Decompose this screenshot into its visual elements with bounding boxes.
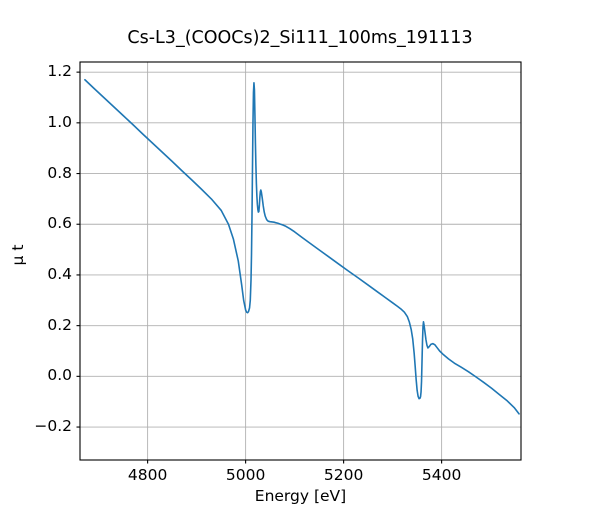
chart-title: Cs-L3_(COOCs)2_Si111_100ms_191113 bbox=[127, 28, 473, 48]
x-tick-label: 5200 bbox=[323, 466, 364, 484]
y-tick-label: 1.2 bbox=[47, 62, 72, 81]
x-gridlines bbox=[147, 62, 443, 460]
y-axis-label: μ t bbox=[9, 244, 27, 266]
axis-ticks bbox=[76, 71, 443, 464]
y-tick-label: 0.6 bbox=[47, 214, 72, 233]
x-tick-label: 5400 bbox=[421, 466, 462, 484]
plot-border bbox=[79, 61, 522, 461]
x-tick-label: 5000 bbox=[225, 466, 266, 484]
x-axis-label: Energy [eV] bbox=[254, 487, 347, 505]
x-tick-label: 4800 bbox=[127, 466, 168, 484]
plot-background bbox=[80, 62, 521, 460]
y-gridlines bbox=[80, 71, 521, 428]
data-series-group bbox=[84, 78, 520, 415]
y-tick-label: 1.0 bbox=[47, 112, 72, 131]
y-tick-label: 0.2 bbox=[47, 315, 72, 334]
y-tick-label: 0.4 bbox=[47, 264, 72, 283]
y-tick-label: 0.0 bbox=[47, 366, 72, 385]
y-tick-label: −0.2 bbox=[34, 417, 72, 436]
data-line-mu-t bbox=[84, 78, 520, 415]
y-tick-label: 0.8 bbox=[47, 163, 72, 182]
